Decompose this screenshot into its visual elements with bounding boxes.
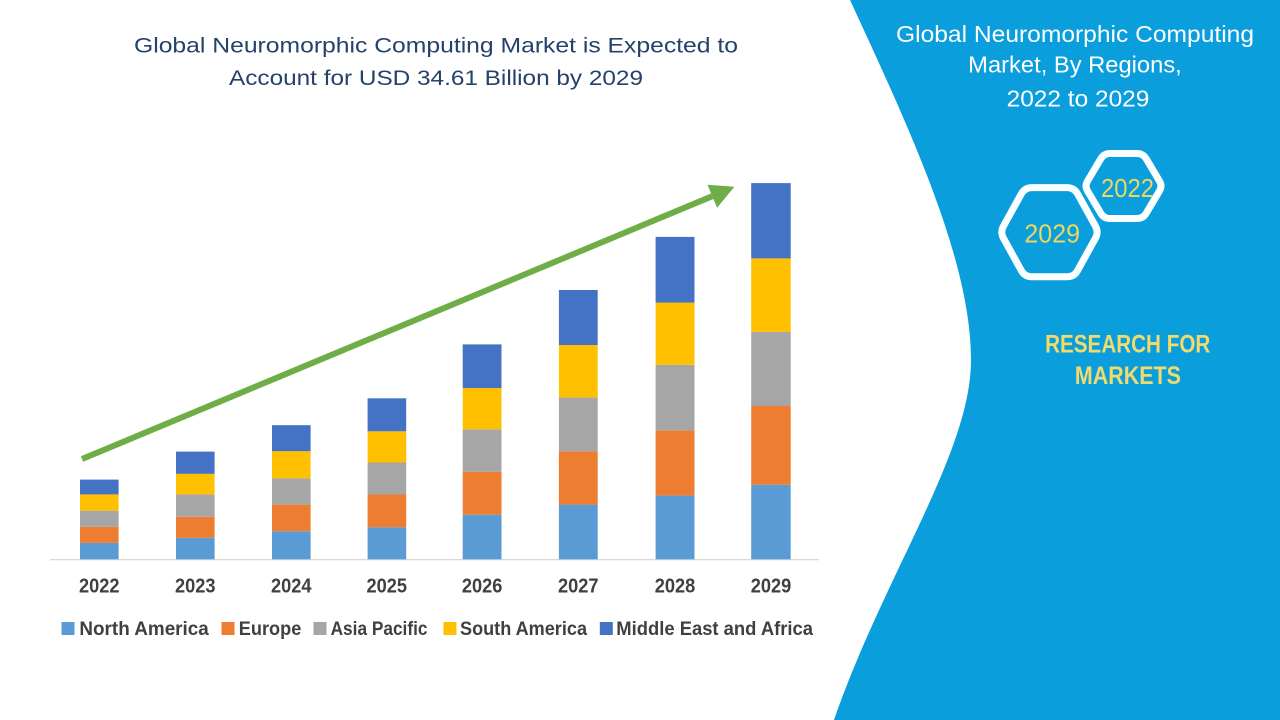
svg-text:2024: 2024 <box>271 575 312 598</box>
svg-text:North America: North America <box>79 618 209 640</box>
svg-text:Global Neuromorphic Computing: Global Neuromorphic Computing <box>896 21 1254 47</box>
svg-text:2029: 2029 <box>751 575 792 598</box>
svg-text:Market, By Regions,: Market, By Regions, <box>968 52 1182 78</box>
svg-text:Middle East and Africa: Middle East and Africa <box>616 618 813 640</box>
svg-text:Global Neuromorphic Computing: Global Neuromorphic Computing Market is … <box>134 34 738 57</box>
svg-text:2027: 2027 <box>558 575 599 598</box>
svg-text:2022: 2022 <box>79 575 120 598</box>
svg-text:Account for USD 34.61 Billion: Account for USD 34.61 Billion by 2029 <box>229 67 643 90</box>
svg-text:2022: 2022 <box>1101 173 1154 203</box>
svg-text:2029: 2029 <box>1024 218 1080 248</box>
svg-text:2023: 2023 <box>175 575 216 598</box>
svg-text:MARKETS: MARKETS <box>1075 362 1181 390</box>
svg-text:2022 to 2029: 2022 to 2029 <box>1007 86 1150 112</box>
svg-text:2026: 2026 <box>462 575 503 598</box>
svg-text:RESEARCH FOR: RESEARCH FOR <box>1045 331 1210 359</box>
svg-text:South America: South America <box>460 618 587 640</box>
svg-text:Asia Pacific: Asia Pacific <box>331 618 428 640</box>
svg-text:2028: 2028 <box>655 575 696 598</box>
svg-text:Europe: Europe <box>239 618 302 640</box>
svg-text:2025: 2025 <box>367 575 408 598</box>
